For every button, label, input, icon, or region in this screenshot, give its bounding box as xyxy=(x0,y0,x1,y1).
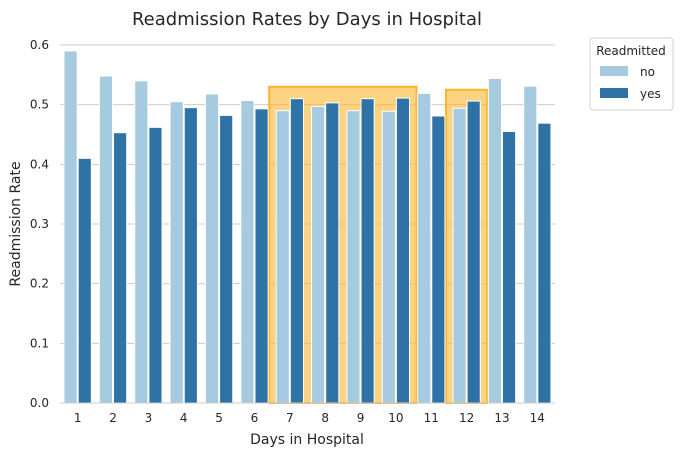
bar-no xyxy=(169,101,184,404)
bar-yes xyxy=(219,114,234,404)
y-tick-label: 0.3 xyxy=(30,217,49,231)
x-tick-label: 1 xyxy=(74,411,82,425)
bar-yes xyxy=(289,98,304,404)
legend-label-no: no xyxy=(640,65,655,79)
bar-yes xyxy=(537,122,552,404)
x-tick-label: 11 xyxy=(424,411,439,425)
bar-no xyxy=(417,92,432,404)
x-tick-label: 6 xyxy=(251,411,259,425)
bar-no xyxy=(63,50,78,404)
x-tick-label: 5 xyxy=(215,411,223,425)
y-tick-labels: 0.0 0.1 0.2 0.3 0.4 0.5 0.6 xyxy=(30,38,49,410)
x-tick-label: 3 xyxy=(145,411,153,425)
legend: Readmitted no yes xyxy=(589,37,674,111)
bar-yes xyxy=(183,107,198,404)
legend-label-yes: yes xyxy=(640,87,661,101)
bar-yes xyxy=(148,126,163,404)
x-tick-label: 4 xyxy=(180,411,188,425)
legend-title: Readmitted xyxy=(596,44,666,58)
bar-no xyxy=(523,85,538,404)
bar-no xyxy=(452,107,467,404)
x-tick-label: 7 xyxy=(286,411,294,425)
y-tick-label: 0.2 xyxy=(30,277,49,291)
y-axis-label: Readmission Rate xyxy=(8,161,24,286)
y-tick-label: 0.6 xyxy=(30,38,49,52)
bar-yes xyxy=(466,100,481,404)
x-tick-label: 9 xyxy=(357,411,365,425)
bar-yes xyxy=(395,97,411,404)
bar-no xyxy=(275,110,290,404)
bar-yes xyxy=(360,98,375,404)
chart-title: Readmission Rates by Days in Hospital xyxy=(132,9,482,30)
x-tick-labels: 1 2 3 4 5 6 7 8 9 10 11 12 13 14 xyxy=(74,411,545,425)
y-tick-label: 0.0 xyxy=(30,396,49,410)
bar-no xyxy=(134,80,149,404)
bar-no xyxy=(98,75,114,404)
x-tick-label: 13 xyxy=(494,411,509,425)
bar-no xyxy=(204,93,220,404)
bar-yes xyxy=(77,157,92,404)
bar-no xyxy=(311,105,326,404)
bar-yes xyxy=(254,108,269,404)
bar-yes xyxy=(325,102,340,404)
bar-no xyxy=(381,110,396,404)
bar-yes xyxy=(501,131,517,404)
y-tick-label: 0.1 xyxy=(30,336,49,350)
y-tick-label: 0.4 xyxy=(30,157,49,171)
y-tick-label: 0.5 xyxy=(30,98,49,112)
x-tick-label: 8 xyxy=(321,411,329,425)
x-tick-label: 10 xyxy=(388,411,403,425)
bar-no xyxy=(346,110,361,404)
x-axis-label: Days in Hospital xyxy=(250,432,364,448)
bar-no xyxy=(487,77,502,404)
bar-yes xyxy=(113,132,128,404)
legend-swatch-no xyxy=(600,66,628,76)
bars xyxy=(63,50,552,404)
bar-yes xyxy=(431,115,446,404)
x-tick-label: 12 xyxy=(459,411,474,425)
bar-no xyxy=(240,99,255,404)
legend-swatch-yes xyxy=(600,88,628,98)
x-tick-label: 14 xyxy=(530,411,545,425)
x-tick-label: 2 xyxy=(109,411,117,425)
